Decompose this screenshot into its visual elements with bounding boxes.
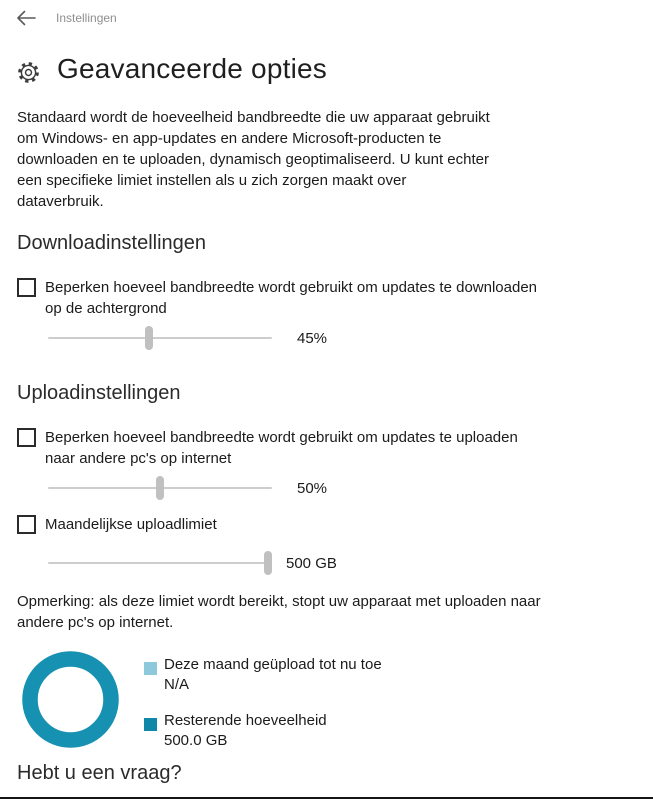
upload-usage-chart: Deze maand geüpload tot nu toe N/A Reste…	[22, 651, 382, 767]
header-bar: Instellingen	[0, 0, 653, 36]
upload-bandwidth-checkbox[interactable]	[17, 428, 36, 447]
upload-section-heading: Uploadinstellingen	[17, 382, 181, 404]
page-title: Geavanceerde opties	[57, 53, 327, 84]
upload-slider-thumb[interactable]	[156, 476, 164, 500]
upload-bandwidth-checkbox-label: Beperken hoeveel bandbreedte wordt gebru…	[45, 429, 518, 467]
question-heading: Hebt u een vraag?	[17, 762, 182, 784]
back-button[interactable]	[13, 7, 39, 31]
app-title: Instellingen	[56, 11, 117, 25]
download-slider-value: 45%	[297, 330, 328, 347]
back-arrow-icon	[14, 10, 38, 32]
donut-ring-remaining	[22, 651, 119, 748]
legend-item-remaining: Resterende hoeveelheid 500.0 GB	[144, 711, 382, 751]
monthly-upload-limit-checkbox-row: Maandelijkse uploadlimiet	[17, 514, 217, 535]
upload-limit-slider[interactable]	[48, 551, 272, 575]
legend-uploaded-value: N/A	[164, 676, 190, 693]
intro-paragraph: Standaard wordt de hoeveelheid bandbreed…	[17, 109, 490, 210]
upload-bandwidth-slider[interactable]	[48, 476, 272, 500]
download-section-heading: Downloadinstellingen	[17, 232, 207, 254]
legend-uploaded-label: Deze maand geüpload tot nu toe	[164, 656, 382, 673]
monthly-upload-limit-checkbox[interactable]	[17, 515, 36, 534]
chart-legend: Deze maand geüpload tot nu toe N/A Reste…	[144, 651, 382, 767]
legend-item-uploaded: Deze maand geüpload tot nu toe N/A	[144, 655, 382, 695]
remaining-swatch-icon	[144, 718, 157, 731]
download-limit-checkbox-label: Beperken hoeveel bandbreedte wordt gebru…	[45, 279, 538, 317]
download-slider-thumb[interactable]	[145, 326, 154, 350]
upload-slider-value: 50%	[297, 480, 328, 497]
upload-limit-note: Opmerking: als deze limiet wordt bereikt…	[17, 593, 541, 631]
download-limit-checkbox[interactable]	[17, 278, 36, 297]
gear-icon	[17, 61, 40, 89]
download-limit-checkbox-row: Beperken hoeveel bandbreedte wordt gebru…	[17, 277, 550, 319]
legend-remaining-label: Resterende hoeveelheid	[164, 712, 327, 729]
upload-limit-slider-thumb[interactable]	[264, 551, 272, 575]
donut-chart	[22, 651, 119, 748]
uploaded-swatch-icon	[144, 662, 157, 675]
download-slider-track[interactable]	[48, 337, 272, 339]
upload-limit-slider-value: 500 GB	[286, 555, 337, 572]
legend-remaining-value: 500.0 GB	[164, 732, 228, 749]
monthly-upload-limit-checkbox-label: Maandelijkse uploadlimiet	[45, 516, 217, 533]
upload-limit-slider-track[interactable]	[48, 562, 272, 564]
download-bandwidth-slider[interactable]	[48, 326, 272, 350]
upload-bandwidth-checkbox-row: Beperken hoeveel bandbreedte wordt gebru…	[17, 427, 550, 469]
